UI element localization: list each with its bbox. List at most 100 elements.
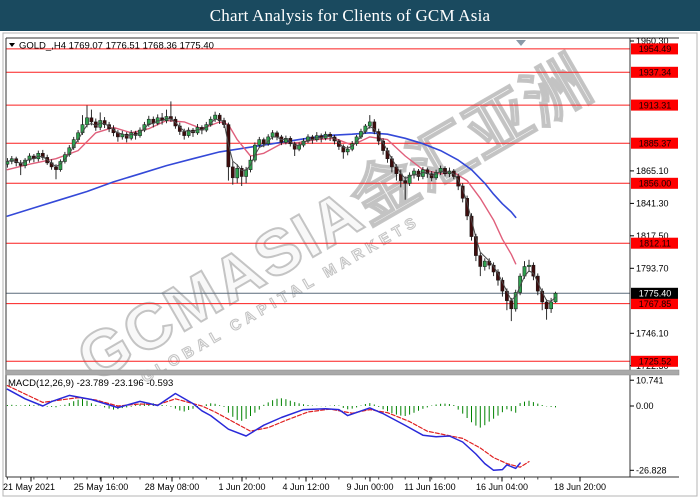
level-price-badge: [631, 99, 678, 111]
candlestick: [341, 146, 346, 153]
candlestick: [306, 136, 310, 142]
price-level-lines: [6, 48, 630, 362]
candlestick: [292, 143, 297, 150]
candlestick: [230, 166, 235, 179]
time-axis-label: 25 May 16:00: [74, 482, 129, 492]
candlestick: [345, 148, 350, 153]
level-price-badge: [631, 298, 678, 310]
time-axis-label: 28 May 08:00: [145, 482, 200, 492]
candlestick: [367, 121, 372, 127]
level-price-label: 1856.00: [639, 179, 672, 189]
chart-canvas[interactable]: MACD(12,26,9) -23.789 -23.196 -0.5931960…: [0, 31, 700, 500]
candlestick: [58, 161, 63, 170]
candlestick: [434, 172, 438, 179]
candlestick: [275, 132, 279, 138]
level-price-badge: [631, 237, 678, 249]
candlestick: [549, 301, 553, 310]
candlestick: [531, 264, 536, 277]
macd-main-line: [6, 388, 521, 472]
candlestick: [213, 114, 217, 120]
candlestick: [527, 264, 531, 267]
pane-divider[interactable]: [5, 369, 680, 376]
slow-ma-line: [6, 132, 517, 219]
candlestick: [376, 131, 381, 142]
candlestick: [482, 260, 487, 267]
time-axis-label: 4 Jun 12:00: [282, 482, 329, 492]
chart-shift-marker-icon[interactable]: [516, 40, 526, 46]
price-tick-label: 1865.10: [636, 166, 669, 176]
candlestick: [261, 139, 266, 144]
level-price-badge: [631, 137, 678, 149]
candlestick: [239, 168, 244, 177]
level-price-badge: [631, 177, 678, 189]
candlestick: [518, 275, 522, 293]
axes: 1960.30 1865.10 1841.30 1817.50 1793.70 1746.…: [2, 32, 698, 497]
candlestick: [535, 275, 540, 292]
candlestick: [478, 255, 483, 267]
level-price-badge: [631, 66, 678, 78]
symbol-ohlc-label: GOLD_,H4 1769.07 1776.51 1768.36 1775.40: [9, 41, 214, 52]
candlestick: [63, 154, 67, 162]
candlestick: [544, 301, 549, 310]
candlestick: [425, 169, 430, 175]
window-border: [2, 32, 698, 497]
price-tick-label: 1841.30: [636, 199, 669, 209]
candlestick: [372, 121, 377, 132]
symbol-ohlc-text: GOLD_,H4 1769.07 1776.51 1768.36 1775.40: [19, 41, 214, 52]
candlestick: [235, 168, 240, 179]
level-price-badge: [631, 355, 678, 367]
candlestick: [407, 174, 412, 184]
chart-area[interactable]: GCMASIA金汇亚洲 GLOBAL CAPITAL MARKETS MACD(…: [0, 31, 700, 500]
candlestick: [509, 300, 514, 310]
macd-values-text: MACD(12,26,9) -23.789 -23.196 -0.593: [8, 378, 173, 389]
candlestick: [217, 114, 222, 121]
level-price-label: 1767.85: [639, 299, 672, 309]
time-axis-label: 21 May 2021: [3, 482, 55, 492]
object-arrow-icon[interactable]: [9, 43, 15, 47]
macd-tick-label: -26.828: [636, 466, 667, 476]
candlestick: [456, 176, 461, 187]
moving-averages: [6, 119, 517, 265]
time-axis-label: 11 Jun 16:00: [404, 482, 455, 492]
level-price-label: 1954.49: [639, 44, 672, 54]
candlestick: [186, 129, 191, 136]
candlestick: [40, 153, 45, 158]
level-price-label: 1937.34: [639, 68, 672, 78]
candlestick: [27, 155, 32, 161]
candlestick: [270, 132, 275, 138]
macd-tick-label: 0.00: [636, 401, 654, 411]
fast-ma-line: [7, 117, 556, 302]
candlestick: [257, 139, 262, 146]
candlestick: [438, 168, 443, 173]
page-title: Chart Analysis for Clients of GCM Asia: [209, 5, 491, 25]
level-price-label: 1725.52: [639, 357, 672, 367]
time-axis-label: 9 Jun 00:00: [346, 482, 393, 492]
time-axis-label: 18 Jun 20:00: [554, 482, 606, 492]
time-axis-label: 1 Jun 20:00: [218, 482, 265, 492]
current-price-badge: [631, 287, 678, 299]
candlestick: [412, 170, 416, 176]
price-tick-label: 1793.70: [636, 264, 669, 274]
level-price-label: 1885.37: [639, 138, 672, 148]
candlestick: [513, 292, 518, 310]
candlestick: [129, 132, 134, 139]
candlestick: [54, 166, 58, 170]
candlestick: [474, 236, 478, 256]
candlestick: [102, 120, 107, 125]
price-tick-label: 1960.30: [636, 36, 669, 46]
candlestick: [85, 117, 89, 125]
title-bar: Chart Analysis for Clients of GCM Asia: [0, 0, 700, 31]
candlesticks: [5, 101, 558, 322]
price-tick-label: 1817.50: [636, 231, 669, 241]
macd-tick-label: 10.741: [636, 375, 664, 385]
current-price-label: 1775.40: [639, 289, 672, 299]
candlestick: [18, 162, 23, 166]
candlestick: [182, 131, 187, 136]
price-tick-label: 1746.10: [636, 329, 669, 339]
candlestick: [460, 185, 465, 199]
macd-indicator: MACD(12,26,9) -23.789 -23.196 -0.593: [6, 378, 556, 472]
level-price-badge: [631, 43, 678, 55]
candlestick: [443, 168, 447, 175]
level-price-label: 1913.31: [639, 100, 672, 110]
